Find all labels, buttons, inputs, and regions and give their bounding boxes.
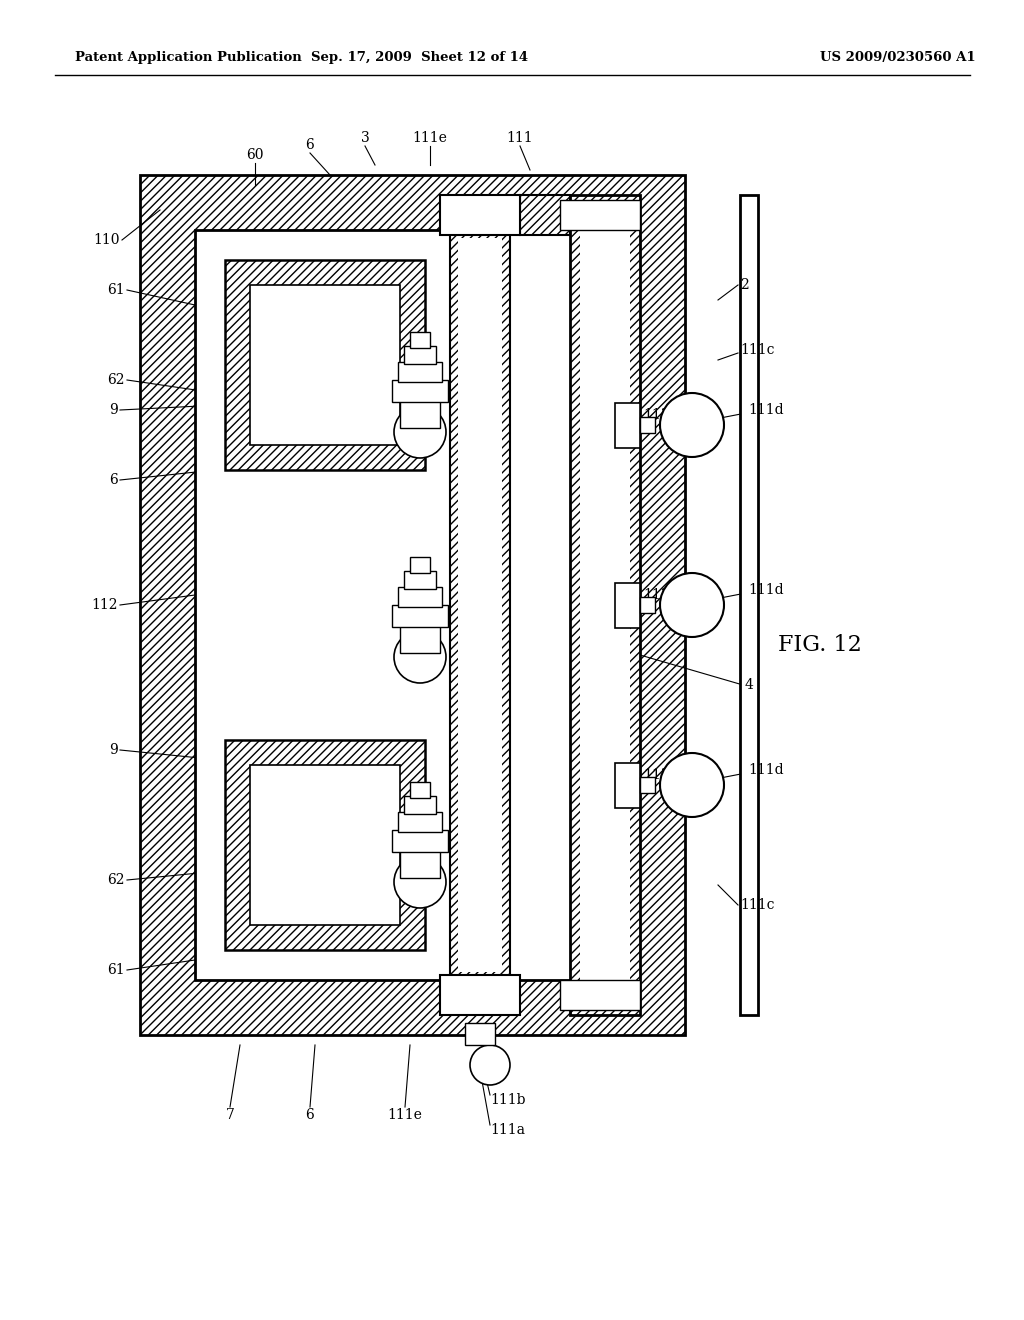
Bar <box>440 975 520 1015</box>
Bar <box>400 400 440 428</box>
Text: 111c: 111c <box>740 343 774 356</box>
Bar <box>640 777 655 793</box>
Text: 111c: 111c <box>740 898 774 912</box>
Text: 9: 9 <box>110 743 118 756</box>
Text: 111a: 111a <box>490 1123 525 1137</box>
Text: 7: 7 <box>225 1107 234 1122</box>
Text: 111b: 111b <box>490 1093 525 1107</box>
Bar <box>740 195 758 1015</box>
Text: 113: 113 <box>643 408 670 422</box>
Text: 111d: 111d <box>748 403 783 417</box>
Text: 4: 4 <box>745 678 754 692</box>
Bar <box>398 812 442 832</box>
Bar <box>410 557 430 573</box>
Bar <box>520 195 570 235</box>
Text: 2: 2 <box>740 279 749 292</box>
Text: Sep. 17, 2009  Sheet 12 of 14: Sep. 17, 2009 Sheet 12 of 14 <box>311 51 528 65</box>
Text: 6: 6 <box>110 473 118 487</box>
Bar <box>404 346 436 364</box>
Bar <box>450 230 510 979</box>
Bar <box>615 763 640 808</box>
Bar <box>440 195 520 235</box>
Text: 61: 61 <box>108 282 125 297</box>
Bar <box>465 1023 495 1045</box>
Bar <box>560 979 640 1010</box>
Circle shape <box>660 393 724 457</box>
Bar <box>410 781 430 799</box>
Circle shape <box>470 1045 510 1085</box>
Bar <box>195 230 610 979</box>
Circle shape <box>394 407 446 458</box>
Text: 111: 111 <box>507 131 534 145</box>
Text: 113: 113 <box>643 768 670 781</box>
Text: US 2009/0230560 A1: US 2009/0230560 A1 <box>820 51 976 65</box>
Circle shape <box>394 631 446 682</box>
Bar <box>615 403 640 447</box>
Text: 110: 110 <box>93 234 120 247</box>
Bar <box>250 285 400 445</box>
Circle shape <box>660 752 724 817</box>
Text: 3: 3 <box>360 131 370 145</box>
Text: 111e: 111e <box>387 1107 423 1122</box>
Bar <box>398 587 442 607</box>
Circle shape <box>394 855 446 908</box>
Text: 9: 9 <box>110 403 118 417</box>
Bar <box>640 597 655 612</box>
Text: 62: 62 <box>108 374 125 387</box>
Text: FIG. 12: FIG. 12 <box>778 634 862 656</box>
Text: 113: 113 <box>643 587 670 602</box>
Text: 111e: 111e <box>413 131 447 145</box>
Bar <box>580 205 630 1005</box>
Bar <box>392 605 449 627</box>
Bar <box>392 380 449 403</box>
Text: 60: 60 <box>246 148 264 162</box>
Circle shape <box>660 573 724 638</box>
Bar <box>225 741 425 950</box>
Text: 6: 6 <box>305 139 314 152</box>
Text: 112: 112 <box>91 598 118 612</box>
Bar <box>640 417 655 433</box>
Bar <box>392 830 449 851</box>
Text: 111d: 111d <box>748 583 783 597</box>
Bar <box>400 850 440 878</box>
Bar <box>400 624 440 653</box>
Bar <box>140 176 685 1035</box>
Bar <box>250 766 400 925</box>
Bar <box>398 362 442 381</box>
Bar <box>560 201 640 230</box>
Bar <box>404 572 436 589</box>
Text: 6: 6 <box>305 1107 314 1122</box>
Bar <box>410 333 430 348</box>
Text: 111d: 111d <box>748 763 783 777</box>
Text: Patent Application Publication: Patent Application Publication <box>75 51 302 65</box>
Bar <box>570 195 640 1015</box>
Bar <box>615 583 640 628</box>
Text: 62: 62 <box>108 873 125 887</box>
Bar <box>404 796 436 814</box>
Bar <box>225 260 425 470</box>
Text: 61: 61 <box>108 964 125 977</box>
Bar <box>458 238 502 972</box>
